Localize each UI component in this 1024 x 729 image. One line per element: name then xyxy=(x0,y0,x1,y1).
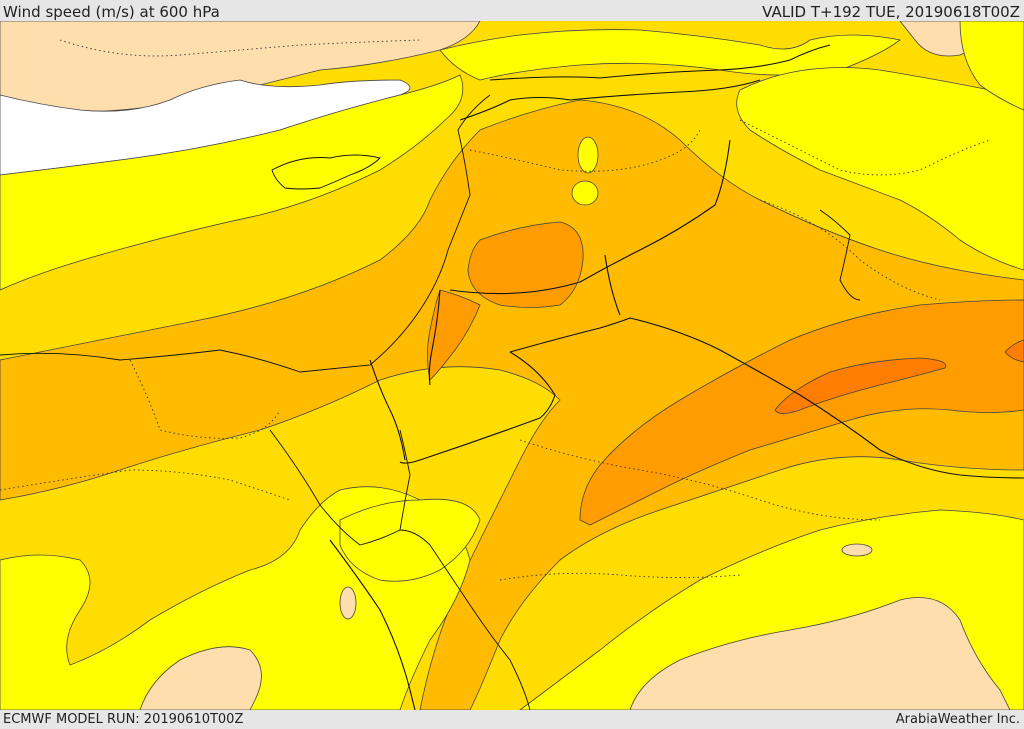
dark-orange-core xyxy=(774,357,947,414)
egypt-east-border xyxy=(369,359,406,461)
saudi-north-border xyxy=(399,351,556,464)
map-title: Wind speed (m/s) at 600 hPa xyxy=(3,3,220,21)
yellow-west xyxy=(0,74,464,291)
dark-orange-edge xyxy=(1004,339,1024,363)
jordan-iraq-border xyxy=(449,139,731,295)
header-bar xyxy=(0,0,1024,21)
model-run: ECMWF MODEL RUN: 20190610T00Z xyxy=(3,712,244,727)
orange-jordan-strip xyxy=(427,289,481,381)
admin-line-iraq-2 xyxy=(759,199,941,301)
light-orange-band xyxy=(0,99,1024,710)
yellow-spot-1 xyxy=(571,180,599,206)
peach-spot-1 xyxy=(841,543,873,557)
admin-line-north xyxy=(59,39,421,57)
israel-border xyxy=(428,289,441,386)
wind-speed-map xyxy=(0,21,1024,710)
yellow-north-strip xyxy=(439,29,901,81)
admin-line-egypt-2 xyxy=(0,469,291,501)
admin-line-iraq-1 xyxy=(739,119,991,176)
admin-line-saudi-1 xyxy=(519,439,881,521)
mediterranean-coast xyxy=(0,94,491,373)
yellow-east xyxy=(736,67,1024,271)
footer-bar xyxy=(0,710,1024,729)
turkey-border xyxy=(459,79,761,121)
yellow-spot-2 xyxy=(577,136,599,174)
gulf-coast xyxy=(819,209,861,301)
peach-southeast xyxy=(629,597,1011,710)
syria-iraq-border xyxy=(489,44,831,81)
credit: ArabiaWeather Inc. xyxy=(895,712,1020,727)
admin-line-saudi-2 xyxy=(499,572,741,581)
saudi-jordan-border xyxy=(509,317,1024,479)
saudi-red-sea-border xyxy=(329,539,416,710)
redsea-west-coast xyxy=(269,429,531,710)
cyprus-coast xyxy=(271,154,381,190)
orange-north xyxy=(467,221,584,308)
aqaba-gulf xyxy=(399,429,411,531)
peach-southwest xyxy=(139,646,262,710)
yellow-east-edge xyxy=(959,21,1024,111)
valid-time: VALID T+192 TUE, 20190618T00Z xyxy=(762,3,1020,21)
peach-spot-2 xyxy=(339,586,357,620)
jordan-east-border xyxy=(604,254,621,316)
